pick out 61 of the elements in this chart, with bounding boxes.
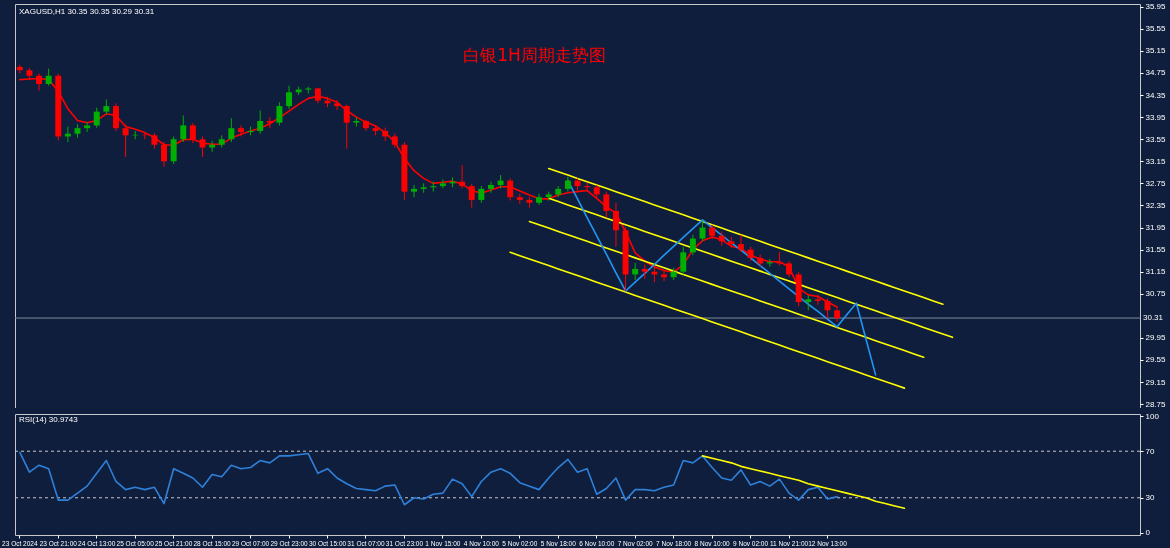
y-tick-label: 29.95 [1145,333,1167,343]
candlestick [439,179,446,189]
y-tick-label: 32.75 [1145,178,1167,188]
candlestick [334,99,341,111]
candlestick [84,121,91,133]
chart-title: RSI(14) 30.9743 [19,415,79,425]
candlestick [237,124,244,137]
candlestick [680,246,687,275]
y-tick-label: 35.95 [1145,2,1167,12]
line-series [528,220,925,359]
candlestick [689,234,696,256]
y-tick-label: 32.35 [1145,200,1167,210]
candlestick [122,123,129,158]
candlestick [170,135,177,165]
y-tick-label: 30.75 [1145,289,1167,299]
candlestick [228,117,235,143]
candlestick [459,164,466,189]
candlestick [661,269,668,282]
y-tick-label: 35.55 [1145,24,1167,34]
candlestick [180,114,187,143]
candlestick [564,176,571,193]
candlestick [468,183,475,209]
y-tick-label: 33.55 [1145,134,1167,144]
candlestick [507,177,514,201]
y-tick-label: 35.15 [1145,46,1167,56]
y-tick-label: 31.55 [1145,245,1167,255]
candlestick [487,181,494,194]
candlestick [286,85,293,110]
line-series [547,167,944,306]
candlestick [737,234,744,253]
candlestick [93,107,100,129]
y-tick-label: 70 [1145,446,1155,456]
ref-line-label: 30.31 [1143,313,1164,323]
y-tick-label: 33.95 [1145,112,1167,122]
y-tick-label: 28.75 [1145,399,1167,409]
candlestick [411,184,418,198]
candlestick [257,110,264,135]
y-tick-label: 34.35 [1145,90,1167,100]
y-tick-label: 33.15 [1145,156,1167,166]
candlestick [161,141,168,168]
y-tick-label: 31.95 [1145,223,1167,233]
candlestick [536,193,543,206]
y-tick-label: 29.55 [1145,355,1167,365]
text: 白银1H周期走势图 [463,44,606,65]
line-series [19,451,838,506]
y-tick-label: 0 [1145,528,1151,538]
line-series [701,455,906,510]
y-tick-label: 34.75 [1145,68,1167,78]
candlestick [603,191,610,219]
y-tick-label: 30 [1145,493,1155,503]
y-tick-label: 31.15 [1145,267,1167,277]
y-tick-label: 100 [1145,411,1160,421]
candlestick [612,202,619,248]
line-series [509,251,906,389]
candlestick [112,102,119,132]
line-series [547,197,954,339]
candlestick [189,122,196,144]
candlestick [343,103,350,150]
candlestick [276,101,283,126]
y-tick-label: 29.15 [1145,377,1167,387]
annotation: XAGUSD,H1 30.35 30.35 30.29 30.31 [19,7,155,16]
